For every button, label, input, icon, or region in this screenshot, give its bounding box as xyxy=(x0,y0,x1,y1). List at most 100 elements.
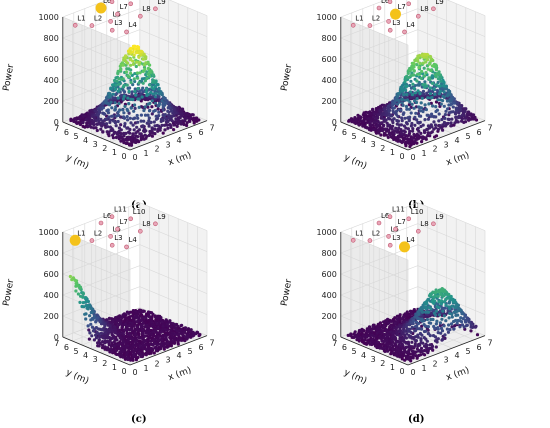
lamp-marker-l2 xyxy=(367,23,373,28)
lamp-marker-l1 xyxy=(350,237,356,243)
data-point xyxy=(150,112,154,116)
data-point xyxy=(144,90,148,94)
data-point xyxy=(382,323,386,327)
data-point xyxy=(145,87,149,91)
z-tick-label: 400 xyxy=(44,291,59,300)
data-point xyxy=(411,356,415,360)
data-point xyxy=(395,333,399,337)
data-point xyxy=(434,309,438,313)
data-point xyxy=(423,103,427,107)
data-point xyxy=(450,96,455,100)
data-point xyxy=(125,83,129,87)
lamp-label-l4: L4 xyxy=(407,236,416,244)
lamp-marker-l6 xyxy=(95,2,107,14)
x-tick-label: 4 xyxy=(176,136,181,145)
data-point xyxy=(80,304,84,309)
data-point xyxy=(446,330,450,334)
data-point xyxy=(157,87,161,91)
x-tick-label: 2 xyxy=(154,145,159,154)
data-point xyxy=(431,290,435,294)
data-point xyxy=(108,120,112,124)
data-point xyxy=(420,140,424,144)
lamp-marker-l1 xyxy=(72,22,78,28)
lamp-marker-l2 xyxy=(367,238,373,243)
z-tick-label: 200 xyxy=(44,312,59,321)
power-surface xyxy=(69,44,201,147)
y-tick-label: 5 xyxy=(73,132,78,141)
data-point xyxy=(386,342,390,346)
data-point xyxy=(116,89,120,93)
data-point xyxy=(81,120,85,124)
data-point xyxy=(396,119,400,123)
data-point xyxy=(442,314,446,318)
data-point xyxy=(142,137,146,141)
y-tick-label: 3 xyxy=(371,355,376,364)
data-point xyxy=(440,329,445,333)
data-point xyxy=(183,339,187,343)
data-point xyxy=(384,118,388,122)
data-point xyxy=(120,93,124,97)
data-point xyxy=(382,339,386,343)
data-point xyxy=(74,281,78,286)
x-tick-label: 5 xyxy=(187,347,192,356)
x-tick-label: 4 xyxy=(176,351,181,360)
data-point xyxy=(398,330,402,334)
data-point xyxy=(410,67,414,71)
data-point xyxy=(427,310,431,314)
z-tick-label: 600 xyxy=(322,55,337,64)
data-point xyxy=(148,339,153,343)
data-point xyxy=(456,318,460,323)
data-point xyxy=(437,84,441,88)
data-point xyxy=(421,352,425,356)
data-point xyxy=(153,127,157,131)
data-point xyxy=(126,118,130,122)
data-point xyxy=(406,76,411,80)
x-tick-label: 1 xyxy=(421,149,426,158)
data-point xyxy=(417,65,421,70)
data-point xyxy=(436,294,440,298)
data-point xyxy=(127,135,131,139)
data-point xyxy=(408,90,413,94)
data-point xyxy=(70,278,74,282)
data-point xyxy=(94,336,99,340)
data-point xyxy=(143,79,147,83)
panel-b: 0 200 400 600 800 1000 0 1 2 3 4 5 6 7 0 1 2 3 4 5 6 7 Power x … xyxy=(278,0,548,210)
data-point xyxy=(450,325,454,329)
data-point xyxy=(444,297,448,301)
data-point xyxy=(111,133,115,137)
data-point xyxy=(103,341,107,345)
data-point xyxy=(125,138,129,142)
z-tick-label: 200 xyxy=(322,97,337,106)
data-point xyxy=(109,100,113,104)
data-point xyxy=(379,133,383,137)
data-point xyxy=(443,333,447,337)
data-point xyxy=(439,299,444,303)
data-point xyxy=(189,328,193,332)
data-point xyxy=(438,323,442,328)
data-point xyxy=(409,86,413,90)
power-surface xyxy=(346,287,480,363)
data-point xyxy=(101,119,105,123)
lamp-marker-l8 xyxy=(416,13,421,19)
grid-line-z xyxy=(139,265,208,294)
data-point xyxy=(120,315,124,320)
lamp-label-l2: L2 xyxy=(372,15,380,23)
data-point xyxy=(127,89,131,93)
data-point xyxy=(398,337,402,341)
data-point xyxy=(158,342,162,346)
data-point xyxy=(388,345,392,350)
data-point xyxy=(392,106,396,110)
data-point xyxy=(433,135,437,139)
data-point xyxy=(142,52,146,56)
data-point xyxy=(137,140,141,144)
data-point xyxy=(433,335,438,339)
data-point xyxy=(128,58,132,62)
data-point xyxy=(410,325,414,329)
data-point xyxy=(403,130,407,134)
data-point xyxy=(135,71,139,75)
lamp-label-l1: L1 xyxy=(355,14,363,22)
data-point xyxy=(442,90,446,94)
lamp-label-l4: L4 xyxy=(129,21,138,29)
data-point xyxy=(149,90,153,95)
data-point xyxy=(133,344,138,348)
